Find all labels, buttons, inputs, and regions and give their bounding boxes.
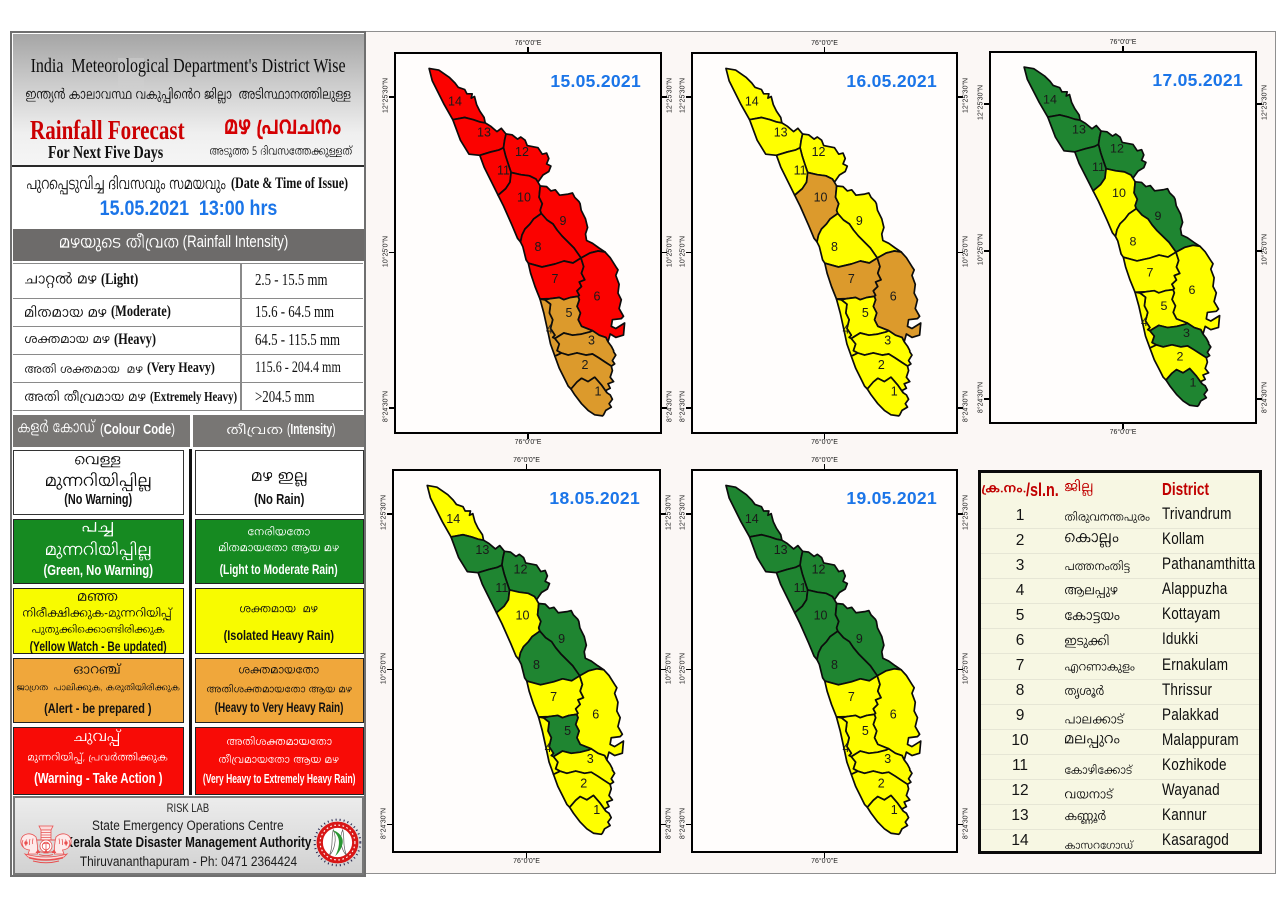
svg-text:7: 7 [848,272,855,286]
svg-text:12: 12 [812,145,826,159]
svg-text:2: 2 [1177,350,1184,364]
svg-text:6: 6 [890,290,897,304]
svg-text:8: 8 [533,658,540,672]
svg-text:5: 5 [564,724,571,738]
svg-text:7: 7 [1147,266,1154,280]
svg-text:6: 6 [592,708,599,722]
svg-text:3: 3 [884,334,891,348]
svg-text:10: 10 [516,608,530,622]
svg-text:12: 12 [514,563,528,577]
svg-text:1: 1 [1190,376,1197,390]
svg-text:7: 7 [848,690,855,704]
svg-text:14: 14 [745,512,759,526]
svg-text:9: 9 [856,214,863,228]
svg-text:13: 13 [774,126,788,140]
svg-text:9: 9 [560,214,567,228]
svg-text:13: 13 [1072,123,1086,137]
svg-text:11: 11 [495,581,508,595]
svg-text:3: 3 [587,752,594,766]
svg-text:5: 5 [1161,299,1168,313]
svg-text:5: 5 [566,306,573,320]
svg-text:8: 8 [831,240,838,254]
svg-text:14: 14 [745,95,759,109]
svg-text:4: 4 [546,323,553,337]
svg-text:13: 13 [774,543,788,557]
svg-text:5: 5 [862,724,869,738]
svg-text:11: 11 [794,581,807,595]
svg-text:1: 1 [891,803,898,817]
svg-text:11: 11 [1092,160,1105,174]
svg-text:13: 13 [477,126,491,140]
svg-text:12: 12 [515,145,529,159]
svg-text:14: 14 [448,95,462,109]
svg-text:9: 9 [1155,209,1162,223]
svg-text:7: 7 [552,272,559,286]
svg-text:12: 12 [1110,142,1124,156]
svg-text:11: 11 [794,164,807,178]
svg-text:10: 10 [1112,186,1126,200]
svg-text:10: 10 [814,191,828,205]
svg-text:2: 2 [582,358,589,372]
svg-text:6: 6 [1189,283,1196,297]
svg-text:8: 8 [535,240,542,254]
svg-text:2: 2 [878,358,885,372]
svg-text:7: 7 [550,690,557,704]
svg-text:2: 2 [580,776,587,790]
svg-text:11: 11 [497,164,510,178]
svg-text:9: 9 [856,632,863,646]
svg-text:8: 8 [1130,235,1137,249]
svg-text:9: 9 [558,632,565,646]
svg-text:14: 14 [446,512,460,526]
svg-text:10: 10 [814,608,828,622]
svg-text:14: 14 [1043,93,1057,107]
svg-text:4: 4 [842,323,849,337]
svg-text:4: 4 [842,741,849,755]
svg-text:1: 1 [595,385,602,399]
svg-text:1: 1 [891,385,898,399]
svg-text:2: 2 [878,776,885,790]
svg-text:1: 1 [593,803,600,817]
svg-text:6: 6 [890,708,897,722]
svg-text:4: 4 [545,741,552,755]
svg-text:10: 10 [517,191,531,205]
svg-text:3: 3 [1183,326,1190,340]
svg-text:13: 13 [475,543,489,557]
svg-text:4: 4 [1141,315,1148,329]
svg-text:3: 3 [884,752,891,766]
svg-text:3: 3 [588,334,595,348]
svg-text:8: 8 [831,658,838,672]
svg-text:5: 5 [862,306,869,320]
svg-text:6: 6 [594,290,601,304]
svg-text:12: 12 [812,563,826,577]
